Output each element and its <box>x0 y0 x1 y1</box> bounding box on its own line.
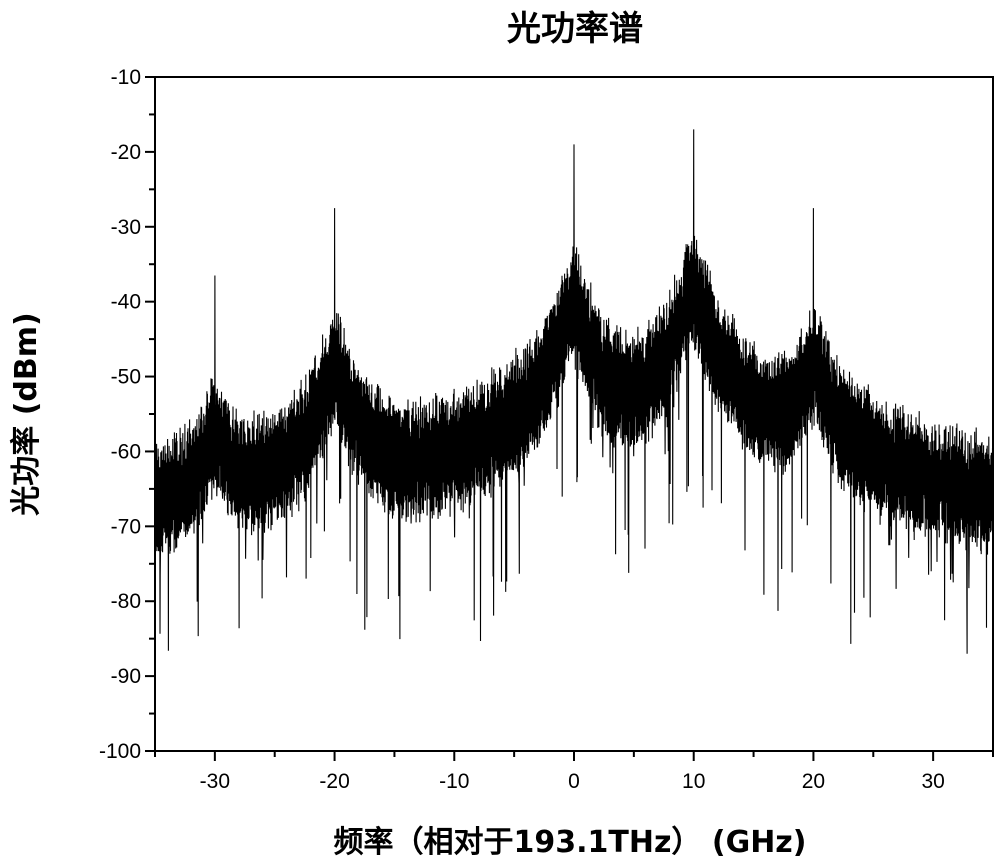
x-tick-label: 0 <box>568 770 580 793</box>
y-tick-label: -10 <box>111 66 141 89</box>
y-tick-label: -30 <box>111 216 141 239</box>
x-tick-label: -30 <box>200 770 230 793</box>
x-tick-label: -10 <box>439 770 469 793</box>
y-tick-label: -80 <box>111 590 141 613</box>
y-tick-label: -70 <box>111 515 141 538</box>
y-tick-label: -100 <box>99 740 141 763</box>
y-tick-label: -20 <box>111 141 141 164</box>
x-tick-label: -20 <box>319 770 349 793</box>
y-tick-label: -90 <box>111 665 141 688</box>
spectrum-series-line <box>155 129 993 654</box>
x-tick-label: 20 <box>802 770 825 793</box>
y-tick-label: -50 <box>111 366 141 389</box>
x-axis-label: 频率（相对于193.1THz） (GHz) <box>334 825 807 860</box>
y-axis-label: 光功率 (dBm) <box>9 312 44 515</box>
y-axis: -100 -90 -80 -70 -60 -50 -40 -30 -20 -10 <box>99 66 155 763</box>
x-axis: -30 -20 -10 0 10 20 30 <box>154 751 994 793</box>
x-tick-label: 10 <box>682 770 705 793</box>
x-tick-label: 30 <box>921 770 944 793</box>
y-tick-label: -60 <box>111 440 141 463</box>
chart-title: 光功率谱 <box>507 9 643 49</box>
y-tick-label: -40 <box>111 291 141 314</box>
